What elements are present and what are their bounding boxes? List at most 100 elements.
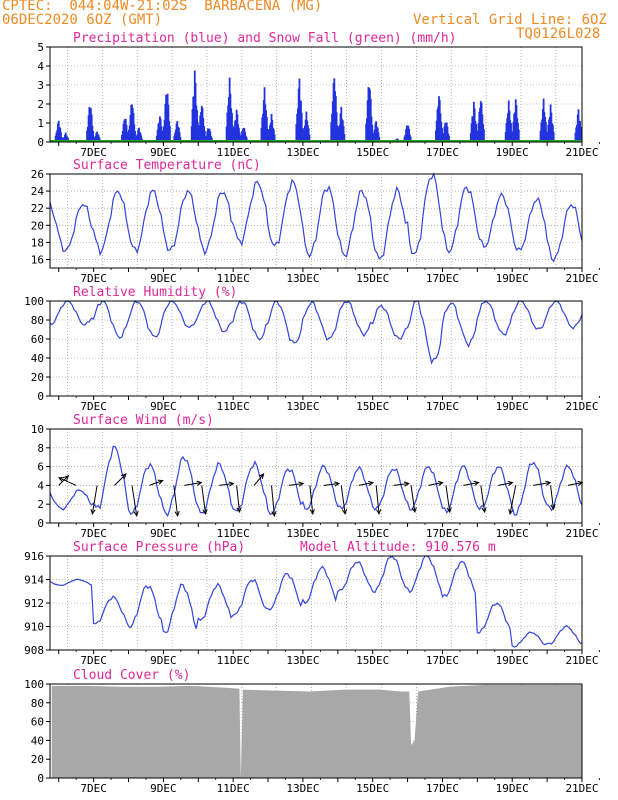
cloud-ytick-label: 60 — [31, 716, 44, 729]
rh-xtick-label: 7DEC — [80, 400, 107, 413]
wind-arrow-head — [437, 480, 444, 486]
wind-arrow — [58, 475, 69, 486]
rh-frame — [49, 300, 583, 397]
pres-xtick-label: 21DEC — [565, 654, 598, 667]
wind-arrow-head — [298, 481, 305, 487]
wind-arrow-head — [228, 481, 235, 487]
wind-arrow — [271, 485, 275, 516]
wind-arrow — [201, 485, 207, 514]
temp-xtick-label: 9DEC — [150, 272, 177, 285]
pres-xtick-label: 15DEC — [356, 654, 389, 667]
wind-arrow — [91, 485, 98, 514]
precip-ytick-label: 2 — [37, 98, 44, 111]
cloud-ytick-label: 80 — [31, 697, 44, 710]
cloud-panel: Cloud Cover (%) 0 20 40 60 80 100 7DEC 9DEC 11DEC… — [24, 668, 600, 795]
rh-ytick-label: 80 — [31, 314, 44, 327]
header-station: CPTEC: 044:04W-21:02S BARBACENA (MG) — [2, 0, 323, 14]
rh-xtick-label: 21DEC — [565, 400, 598, 413]
precip-bar — [169, 126, 171, 142]
temp-xtick-label: 11DEC — [217, 272, 250, 285]
pres-xtick-label: 7DEC — [80, 654, 107, 667]
precip-xtick-label: 19DEC — [496, 146, 529, 159]
pres-ytick-label: 912 — [24, 597, 44, 610]
wind-ytick-label: 10 — [31, 423, 44, 436]
wind-arrow — [58, 477, 77, 486]
wind-arrow-head — [90, 508, 96, 516]
precip-bar — [196, 122, 199, 142]
rh-ytick-label: 0 — [37, 390, 44, 403]
precip-bar — [378, 137, 381, 142]
wind-arrow — [219, 483, 234, 486]
cloud-xtick-label: 21DEC — [565, 782, 598, 795]
precip-bar — [179, 137, 182, 142]
precip-ytick-label: 0 — [37, 136, 44, 149]
precip-xtick-label: 13DEC — [286, 146, 319, 159]
cloud-title: Cloud Cover (%) — [73, 668, 190, 683]
wind-arrow-head — [550, 504, 556, 511]
rh-xtick-label: 15DEC — [356, 400, 389, 413]
wind-arrow — [340, 485, 346, 514]
wind-arrow — [131, 485, 138, 516]
wind-arrow — [498, 482, 513, 486]
wind-arrow — [309, 485, 314, 514]
wind-arrow-head — [481, 507, 487, 514]
wind-arrow-head — [411, 507, 417, 514]
wind-arrow-head — [545, 480, 552, 486]
temp-line — [49, 172, 583, 263]
wind-panel: Surface Wind (m/s) 0 2 4 6 8 10 7DEC 9DEC 11DEC 13… — [31, 413, 600, 540]
wind-ytick-label: 4 — [37, 479, 44, 492]
rh-ytick-label: 40 — [31, 352, 44, 365]
wind-arrow — [463, 482, 479, 486]
header-run-date: 06DEC2020 6OZ (GMT) — [2, 12, 163, 28]
header-grid-note: Vertical Grid Line: 6OZ — [413, 12, 607, 28]
wind-arrow-head — [258, 473, 265, 479]
pres-panel: Surface Pressure (hPa) Model Altitude: 91… — [24, 540, 600, 667]
precip-frame — [49, 46, 583, 143]
cloud-xtick-label: 7DEC — [80, 782, 107, 795]
wind-arrow — [393, 483, 409, 486]
wind-arrow-head — [446, 507, 452, 514]
wind-xtick-label: 11DEC — [217, 527, 250, 540]
header-code: TQ0126L028 — [516, 26, 601, 42]
precip-bar — [140, 135, 143, 142]
pres-frame — [49, 555, 583, 651]
wind-arrow — [550, 485, 554, 510]
pres-ytick-label: 916 — [24, 550, 44, 563]
wind-xtick-label: 21DEC — [565, 527, 598, 540]
wind-arrow-head — [63, 475, 70, 481]
wind-arrow-head — [375, 509, 382, 516]
wind-arrow — [184, 482, 202, 486]
cloud-xtick-label: 19DEC — [496, 782, 529, 795]
temp-ytick-label: 16 — [31, 253, 44, 266]
cloud-xtick-label: 9DEC — [150, 782, 177, 795]
precip-xtick-label: 21DEC — [565, 146, 598, 159]
wind-ytick-label: 2 — [37, 498, 44, 511]
pres-xtick-label: 19DEC — [496, 654, 529, 667]
temp-ytick-label: 26 — [31, 168, 44, 181]
wind-arrow-head — [271, 510, 277, 517]
precip-xtick-label: 15DEC — [356, 146, 389, 159]
wind-xtick-label: 13DEC — [286, 527, 319, 540]
wind-arrow-head — [157, 479, 164, 485]
temp-ytick-label: 18 — [31, 236, 44, 249]
wind-arrow-head — [236, 507, 242, 514]
temp-panel: Surface Temperature (nC) 16 18 20 22 24 26 7DEC… — [31, 158, 600, 285]
wind-arrow-head — [368, 480, 375, 486]
cloud-ytick-label: 0 — [37, 772, 44, 785]
precip-bar — [245, 137, 248, 142]
precip-panel: Precipitation (blue) and Snow Fall (gree… — [37, 31, 600, 159]
rh-xtick-label: 9DEC — [150, 400, 177, 413]
rh-ytick-label: 20 — [31, 371, 44, 384]
cloud-xtick-label: 15DEC — [356, 782, 389, 795]
wind-ytick-label: 0 — [37, 517, 44, 530]
wind-arrow — [445, 485, 451, 513]
pres-ytick-label: 908 — [24, 644, 44, 657]
wind-arrow — [480, 485, 486, 513]
precip-bar — [238, 132, 241, 142]
precip-xtick-label: 7DEC — [80, 146, 107, 159]
pres-ytick-label: 914 — [24, 574, 44, 587]
temp-xtick-label: 7DEC — [80, 272, 107, 285]
temp-ytick-label: 24 — [31, 185, 45, 198]
wind-arrow — [288, 483, 304, 486]
